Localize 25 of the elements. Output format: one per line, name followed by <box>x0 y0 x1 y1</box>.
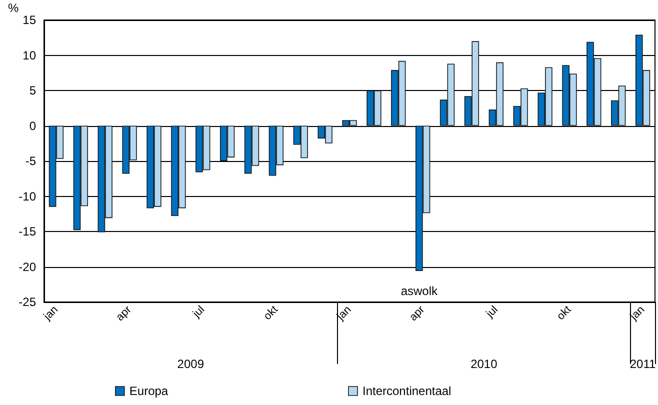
x-tick-label: okt <box>262 304 280 323</box>
y-tick-label: 5 <box>29 84 36 98</box>
y-tick-label: 0 <box>29 118 36 133</box>
x-tick-label: apr <box>114 304 134 324</box>
x-tick-label: jul <box>483 304 500 321</box>
y-tick-label: -15 <box>18 224 36 238</box>
y-tick-label: -20 <box>18 260 36 274</box>
y-tick-label: 15 <box>22 13 36 27</box>
x-tick-label: jan <box>334 304 354 324</box>
y-tick-label: 10 <box>22 48 36 62</box>
text: 2010 <box>470 357 498 371</box>
x-tick-label: jul <box>190 304 208 321</box>
y-tick-label: -25 <box>18 295 36 309</box>
legend-label: Intercontinentaal <box>362 384 452 398</box>
y-tick-label: -5 <box>25 154 36 168</box>
legend-label: Europa <box>129 384 168 398</box>
text: 2011 <box>630 357 656 371</box>
text: 2009 <box>177 357 204 371</box>
annotation: aswolk <box>400 284 438 298</box>
x-tick-label: apr <box>407 304 428 324</box>
x-tick-label: jan <box>627 304 648 324</box>
x-tick-label: okt <box>554 304 574 323</box>
x-tick-label: jan <box>40 304 60 324</box>
y-tick-label: -10 <box>18 189 36 204</box>
y-axis-title: % <box>8 1 19 15</box>
